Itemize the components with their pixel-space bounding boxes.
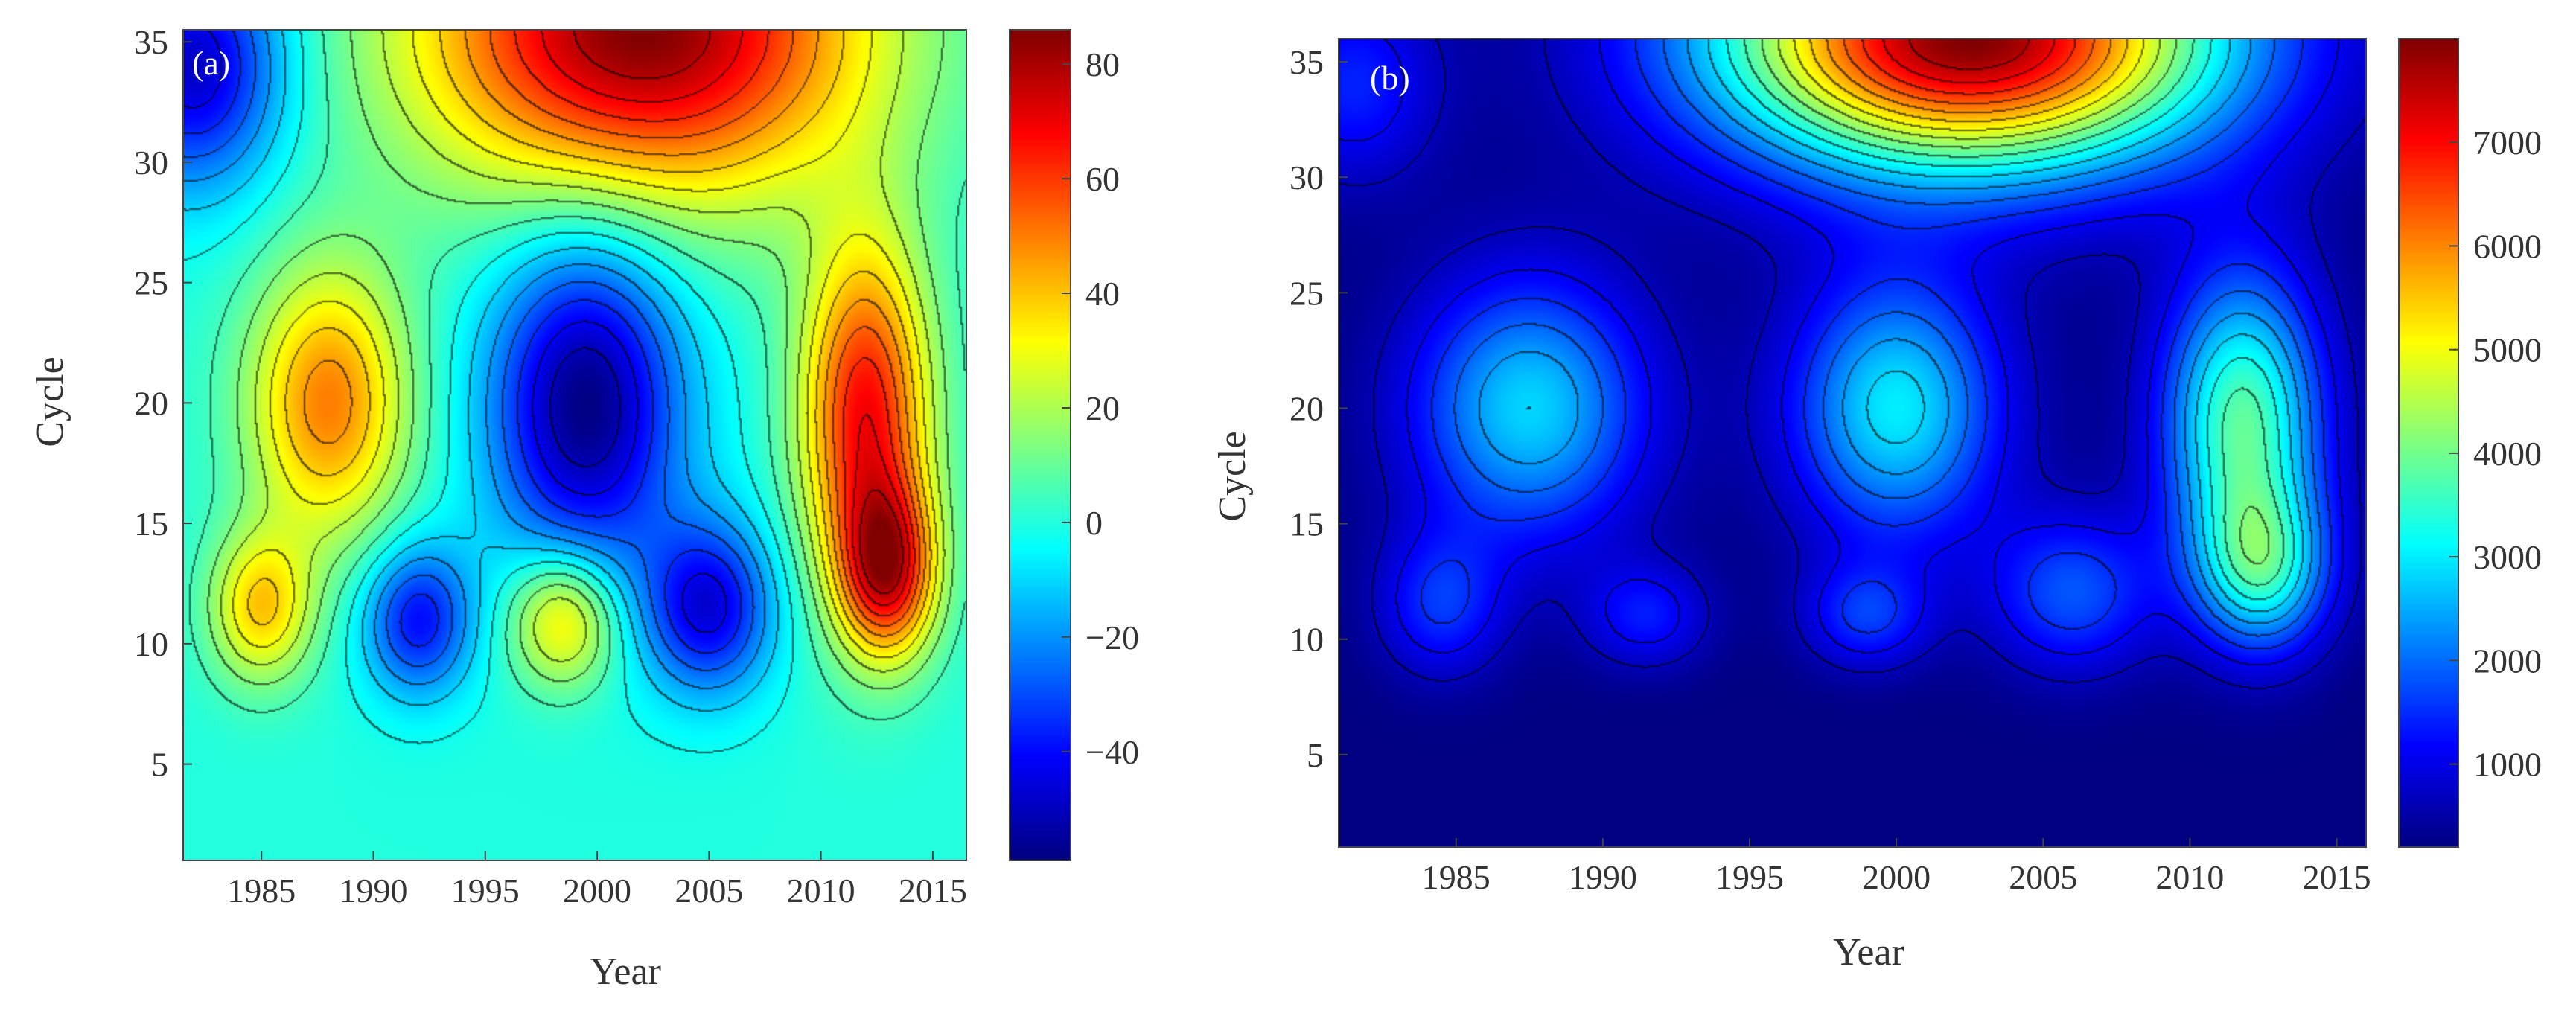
- y-tick-label-b: 5: [1307, 736, 1324, 774]
- x-tick-label-a: 2010: [787, 872, 855, 910]
- panel-a: (a) 1985 1990 1995 2000 2005 2010 2015 5 10 15 20…: [29, 23, 1139, 993]
- colorbar-tick-label-b: 3000: [2473, 538, 2542, 576]
- x-tick-label-b: 2015: [2303, 858, 2371, 896]
- colorbar-tick-label-a: 80: [1085, 45, 1120, 83]
- x-ticks-b: 1985 1990 1995 2000 2005 2010 2015: [1422, 838, 2371, 896]
- x-tick-label-a: 1985: [227, 872, 296, 910]
- x-tick-label-b: 1990: [1569, 858, 1637, 896]
- x-tick-label-b: 2000: [1862, 858, 1931, 896]
- colorbar-ticks-b: 1000 2000 3000 4000 5000 6000 7000: [2449, 124, 2542, 784]
- y-tick-label-b: 20: [1289, 389, 1324, 427]
- x-tick-label-b: 1985: [1422, 858, 1491, 896]
- x-tick-label-a: 1995: [451, 872, 520, 910]
- colorbar-tick-label-a: 20: [1085, 389, 1120, 427]
- colorbar-b-gradient: [2399, 39, 2458, 847]
- y-tick-label-b: 10: [1289, 621, 1324, 659]
- x-tick-label-a: 1990: [339, 872, 407, 910]
- colorbar-frame-b: [2398, 38, 2459, 848]
- x-axis-label-a: Year: [590, 950, 661, 993]
- colorbar-tick-label-b: 2000: [2473, 642, 2542, 680]
- colorbar-tick-label-a: −20: [1085, 619, 1139, 656]
- colorbar-frame-a: [1009, 29, 1071, 861]
- x-tick-label-a: 2005: [675, 872, 743, 910]
- y-axis-label-a: Cycle: [29, 357, 71, 447]
- colorbar-a-gradient: [1010, 30, 1071, 860]
- colorbar-tick-label-a: 40: [1085, 275, 1120, 313]
- y-tick-label-a: 35: [134, 23, 168, 61]
- y-ticks-a: 5 10 15 20 25 30 35: [134, 23, 192, 784]
- y-ticks-b: 5 10 15 20 25 30 35: [1289, 43, 1348, 774]
- x-tick-label-b: 2005: [2009, 858, 2077, 896]
- y-tick-label-a: 10: [134, 625, 168, 663]
- colorbar-tick-label-b: 4000: [2473, 435, 2542, 473]
- colorbar-tick-label-b: 6000: [2473, 227, 2542, 265]
- colorbar-tick-label-a: 60: [1085, 160, 1120, 198]
- heatmap-a-surface: [183, 30, 966, 860]
- colorbar-tick-label-a: −40: [1085, 733, 1139, 771]
- colorbar-tick-label-b: 5000: [2473, 331, 2542, 369]
- y-tick-label-b: 30: [1289, 159, 1324, 196]
- y-tick-label-a: 15: [134, 505, 168, 543]
- x-tick-label-b: 1995: [1715, 858, 1784, 896]
- plot-frame-a: [182, 29, 967, 861]
- plot-frame-b: [1338, 38, 2367, 848]
- x-axis-label-b: Year: [1833, 931, 1904, 974]
- panel-b: (b) 1985 1990 1995 2000 2005 2010 2015 5 10 15 20…: [1211, 38, 2542, 974]
- y-tick-label-b: 25: [1289, 274, 1324, 312]
- x-ticks-a: 1985 1990 1995 2000 2005 2010 2015: [227, 851, 967, 910]
- colorbar-ticks-a: −40 −20 0 20 40 60 80: [1062, 45, 1139, 771]
- y-tick-label-a: 20: [134, 384, 168, 422]
- x-tick-label-a: 2015: [899, 872, 967, 910]
- y-tick-label-a: 5: [151, 746, 168, 784]
- colorbar-tick-label-b: 7000: [2473, 124, 2542, 162]
- y-axis-label-b: Cycle: [1211, 431, 1254, 521]
- heatmap-b-surface: [1339, 39, 2366, 847]
- y-tick-label-b: 35: [1289, 43, 1324, 81]
- colorbar-tick-label-a: 0: [1085, 504, 1103, 542]
- y-tick-label-a: 25: [134, 264, 168, 302]
- x-tick-label-a: 2000: [563, 872, 631, 910]
- colorbar-tick-label-b: 1000: [2473, 746, 2542, 784]
- y-tick-label-a: 30: [134, 144, 168, 182]
- panel-label-b: (b): [1370, 59, 1410, 97]
- panel-label-a: (a): [192, 44, 230, 82]
- y-tick-label-b: 15: [1289, 505, 1324, 543]
- x-tick-label-b: 2010: [2155, 858, 2224, 896]
